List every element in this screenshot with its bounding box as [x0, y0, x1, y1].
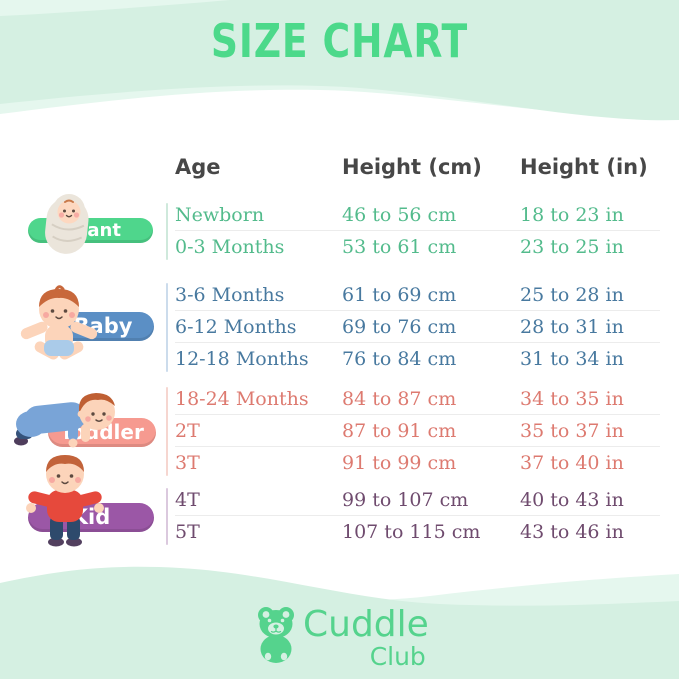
kid-section: Kid 4T 99 to 107 cm 40 to 43 in 5T 107 t…	[0, 455, 679, 548]
row-divider	[175, 310, 660, 311]
height-in-cell: 18 to 23 in	[520, 204, 624, 226]
age-cell: 4T	[175, 489, 200, 511]
table-row: 6-12 Months 69 to 76 cm 28 to 31 in	[0, 311, 679, 343]
height-in-cell: 35 to 37 in	[520, 420, 624, 442]
height-cm-cell: 76 to 84 cm	[342, 348, 457, 370]
table-row: 2T 87 to 91 cm 35 to 37 in	[0, 415, 679, 447]
baby-illustration-icon	[20, 285, 98, 360]
age-cell: 5T	[175, 521, 200, 543]
infant-illustration-icon	[45, 194, 89, 254]
brand-name: Cuddle Club	[303, 604, 429, 671]
table-row: 4T 99 to 107 cm 40 to 43 in	[0, 484, 679, 516]
height-cm-cell: 61 to 69 cm	[342, 284, 457, 306]
age-cell: 6-12 Months	[175, 316, 297, 338]
age-cell: 12-18 Months	[175, 348, 309, 370]
teddy-bear-icon	[258, 607, 294, 663]
kid-column-rule	[166, 488, 168, 545]
height-cm-cell: 84 to 87 cm	[342, 388, 457, 410]
table-row: Newborn 46 to 56 cm 18 to 23 in	[0, 199, 679, 231]
height-in-cell: 37 to 40 in	[520, 452, 624, 474]
page-title: SIZE CHART	[210, 14, 469, 68]
kid-illustration-icon	[26, 455, 104, 547]
toddler-column-rule	[166, 387, 168, 476]
age-cell: 2T	[175, 420, 200, 442]
table-row: 3T 91 to 99 cm 37 to 40 in	[0, 447, 679, 479]
infant-column-rule	[166, 203, 168, 260]
top-wave-decoration	[0, 0, 679, 121]
brand-logo: Cuddle Club	[253, 606, 429, 669]
table-row: 5T 107 to 115 cm 43 to 46 in	[0, 516, 679, 548]
height-in-cell: 31 to 34 in	[520, 348, 624, 370]
baby-column-rule	[166, 283, 168, 372]
height-in-cell: 28 to 31 in	[520, 316, 624, 338]
row-divider	[175, 230, 660, 231]
table-row: 0-3 Months 53 to 61 cm 23 to 25 in	[0, 231, 679, 263]
table-row: 3-6 Months 61 to 69 cm 25 to 28 in	[0, 279, 679, 311]
height-cm-cell: 87 to 91 cm	[342, 420, 457, 442]
height-cm-cell: 91 to 99 cm	[342, 452, 457, 474]
row-divider	[175, 446, 660, 447]
row-divider	[175, 342, 660, 343]
baby-section: Baby 3-6 Months 61 to 69 cm 25 to 28 in …	[0, 279, 679, 375]
age-cell: Newborn	[175, 204, 265, 226]
table-header-row: Age Height (cm) Height (in)	[0, 150, 679, 184]
toddler-illustration-icon	[14, 393, 115, 448]
height-cm-cell: 107 to 115 cm	[342, 521, 481, 543]
height-in-cell: 40 to 43 in	[520, 489, 624, 511]
age-cell: 3-6 Months	[175, 284, 285, 306]
table-row: 12-18 Months 76 to 84 cm 31 to 34 in	[0, 343, 679, 375]
height-cm-cell: 69 to 76 cm	[342, 316, 457, 338]
height-in-cell: 43 to 46 in	[520, 521, 624, 543]
toddler-section: Toddler 18-24 Months 84 to 87 cm 34 to 3…	[0, 383, 679, 479]
column-header-height-in: Height (in)	[520, 155, 648, 179]
age-cell: 18-24 Months	[175, 388, 309, 410]
infant-section: Infant Newborn 46 to 56 cm 18 to 23 in 0…	[0, 194, 679, 263]
height-in-cell: 23 to 25 in	[520, 236, 624, 258]
column-header-height-cm: Height (cm)	[342, 155, 482, 179]
height-cm-cell: 99 to 107 cm	[342, 489, 469, 511]
bottom-wave-decoration	[0, 566, 679, 679]
age-cell: 0-3 Months	[175, 236, 285, 258]
column-header-age: Age	[175, 155, 221, 179]
row-divider	[175, 515, 660, 516]
height-cm-cell: 53 to 61 cm	[342, 236, 457, 258]
brand-name-primary: Cuddle	[303, 604, 429, 645]
table-row: 18-24 Months 84 to 87 cm 34 to 35 in	[0, 383, 679, 415]
brand-name-secondary: Club	[369, 642, 426, 671]
height-in-cell: 34 to 35 in	[520, 388, 624, 410]
height-in-cell: 25 to 28 in	[520, 284, 624, 306]
row-divider	[175, 414, 660, 415]
height-cm-cell: 46 to 56 cm	[342, 204, 457, 226]
age-cell: 3T	[175, 452, 200, 474]
